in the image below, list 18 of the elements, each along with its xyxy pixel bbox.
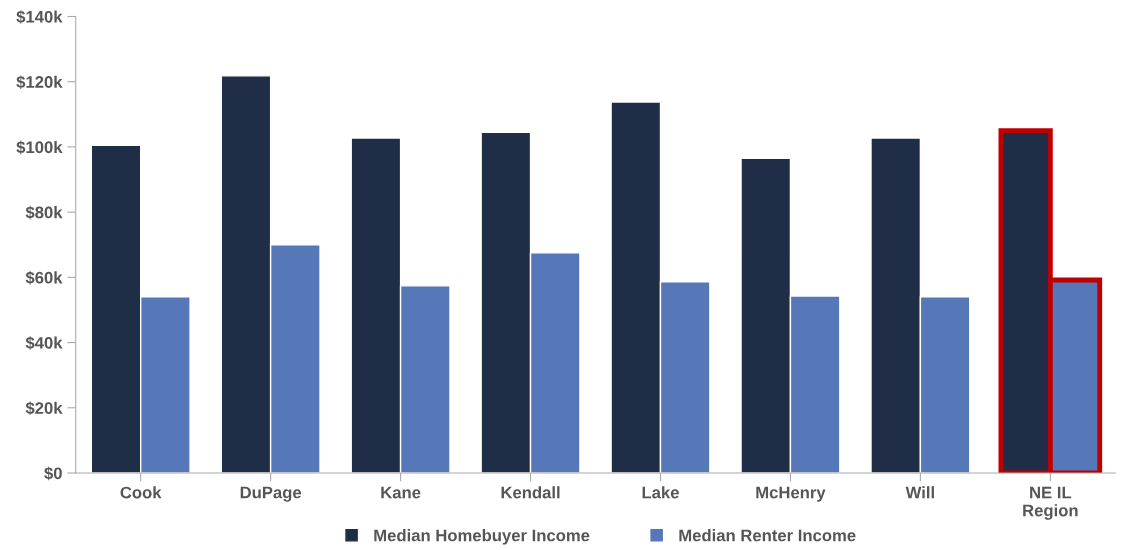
y-tick-label: $20k — [25, 401, 63, 416]
x-tick-label: McHenry — [756, 486, 826, 502]
legend-label: Median Homebuyer Income — [374, 529, 590, 545]
x-tick-label: DuPage — [240, 486, 302, 502]
x-tick-label: Cook — [120, 486, 162, 499]
y-tick-label: $60k — [25, 271, 63, 285]
x-tick-label: Will — [905, 486, 934, 499]
legend-label: Median Renter Income — [679, 529, 856, 542]
x-tick-label: Kane — [381, 486, 421, 499]
y-tick-label: $120k — [16, 75, 63, 89]
x-tick-label: Lake — [642, 486, 679, 499]
y-tick-label: $0 — [44, 466, 62, 481]
y-tick-label: $100k — [16, 140, 63, 155]
y-tick-label: $40k — [25, 336, 63, 350]
y-tick-label: $140k — [16, 10, 63, 24]
x-tick-label: Kendall — [501, 486, 560, 499]
x-tick-label: NE IL Region — [1023, 486, 1078, 520]
y-tick-label: $80k — [25, 205, 63, 220]
